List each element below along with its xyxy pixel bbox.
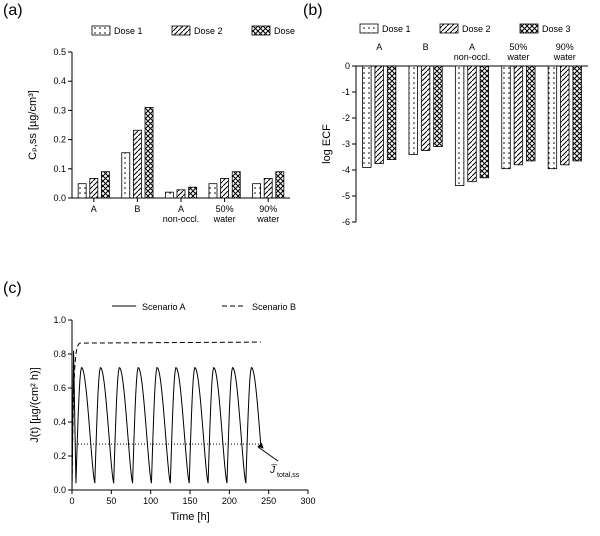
svg-text:A: A [469,42,475,52]
bar [101,172,109,198]
svg-text:300: 300 [300,496,315,506]
svg-text:0.0: 0.0 [53,485,66,495]
bar [468,66,477,182]
svg-text:90%: 90% [556,42,574,52]
chart-c: 0 50 100 150 200 250 300 0.0 0.2 0.4 0.6 0.8 1.0 Time… [18,290,328,530]
legend-label: Dose 2 [194,26,223,36]
bar [221,178,229,198]
legend-swatch [360,24,378,33]
svg-text:A: A [376,42,382,52]
legend-swatch [440,24,458,33]
bar [363,66,372,167]
bar [375,66,384,164]
svg-text:water: water [213,214,236,224]
svg-text:J(t) [µg/(cm² h)]: J(t) [µg/(cm² h)] [29,367,41,442]
bar [434,66,443,147]
bar [122,153,130,198]
svg-text:-6: -6 [342,217,350,227]
svg-text:0: 0 [69,496,74,506]
bar [133,130,141,198]
bar [177,190,185,198]
svg-text:0.4: 0.4 [53,76,66,86]
svg-text:A: A [91,204,97,214]
chart-a: 0.0 0.1 0.2 0.3 0.4 0.5 Cₚ,ss [µg/cm³] A B Anon-o… [18,16,298,246]
legend-swatch [520,24,538,33]
bar [573,66,582,161]
svg-text:water: water [506,52,529,62]
legend-label: Dose 3 [274,26,298,36]
svg-text:50: 50 [106,496,116,506]
bar [253,184,261,198]
bar [209,184,217,198]
bar [421,66,430,151]
svg-text:0: 0 [345,61,350,71]
legend-label: Dose 1 [382,24,411,34]
svg-text:0.4: 0.4 [53,417,66,427]
svg-text:non-occl.: non-occl. [454,52,491,62]
svg-text:-2: -2 [342,113,350,123]
svg-text:water: water [553,52,576,62]
bar [145,107,153,198]
chart-b: -6-5-4-3-2-10log ECFABAnon-occl.50%water… [312,16,596,246]
bar [455,66,464,186]
jbar-annotation: J̅ total,ss [269,464,300,478]
svg-text:Time [h]: Time [h] [170,511,209,523]
bar [548,66,557,169]
legend-swatch [172,26,190,35]
svg-text:250: 250 [261,496,276,506]
jbar-arrow [258,447,278,461]
svg-text:B: B [423,42,429,52]
legend-label: Dose 3 [542,24,571,34]
svg-text:1.0: 1.0 [53,315,66,325]
bar [527,66,536,161]
bar [480,66,489,178]
bar [90,178,98,198]
scenario-a-line [72,351,261,490]
svg-text:0.2: 0.2 [53,451,66,461]
svg-text:150: 150 [182,496,197,506]
bar [514,66,523,165]
legend-label: Scenario A [142,302,186,312]
bar [409,66,418,154]
svg-text:Cₚ,ss [µg/cm³]: Cₚ,ss [µg/cm³] [27,90,39,160]
svg-text:log ECF: log ECF [321,124,333,164]
svg-text:non-occl.: non-occl. [163,214,200,224]
bar [165,192,173,198]
bar [561,66,570,165]
svg-text:50%: 50% [509,42,527,52]
svg-text:0.6: 0.6 [53,383,66,393]
svg-text:-4: -4 [342,165,350,175]
svg-text:-5: -5 [342,191,350,201]
svg-text:0.8: 0.8 [53,349,66,359]
legend-label: Scenario B [252,302,296,312]
svg-text:0.0: 0.0 [53,193,66,203]
svg-text:0.3: 0.3 [53,105,66,115]
bar [502,66,511,169]
bar [264,178,272,198]
svg-text:90%: 90% [259,204,277,214]
svg-text:A: A [178,204,184,214]
svg-text:50%: 50% [216,204,234,214]
legend-swatch [92,26,110,35]
bar [232,172,240,198]
svg-text:0.2: 0.2 [53,135,66,145]
svg-text:water: water [256,214,279,224]
svg-text:100: 100 [143,496,158,506]
bar [276,172,284,198]
bar [189,187,197,198]
legend-swatch [252,26,270,35]
svg-text:B: B [134,204,140,214]
bar [387,66,396,160]
legend-label: Dose 1 [114,26,143,36]
legend-label: Dose 2 [462,24,491,34]
scenario-b-line [72,342,261,490]
svg-text:200: 200 [222,496,237,506]
svg-text:0.5: 0.5 [53,47,66,57]
svg-text:0.1: 0.1 [53,164,66,174]
svg-text:-3: -3 [342,139,350,149]
bar [78,184,86,198]
svg-text:-1: -1 [342,87,350,97]
